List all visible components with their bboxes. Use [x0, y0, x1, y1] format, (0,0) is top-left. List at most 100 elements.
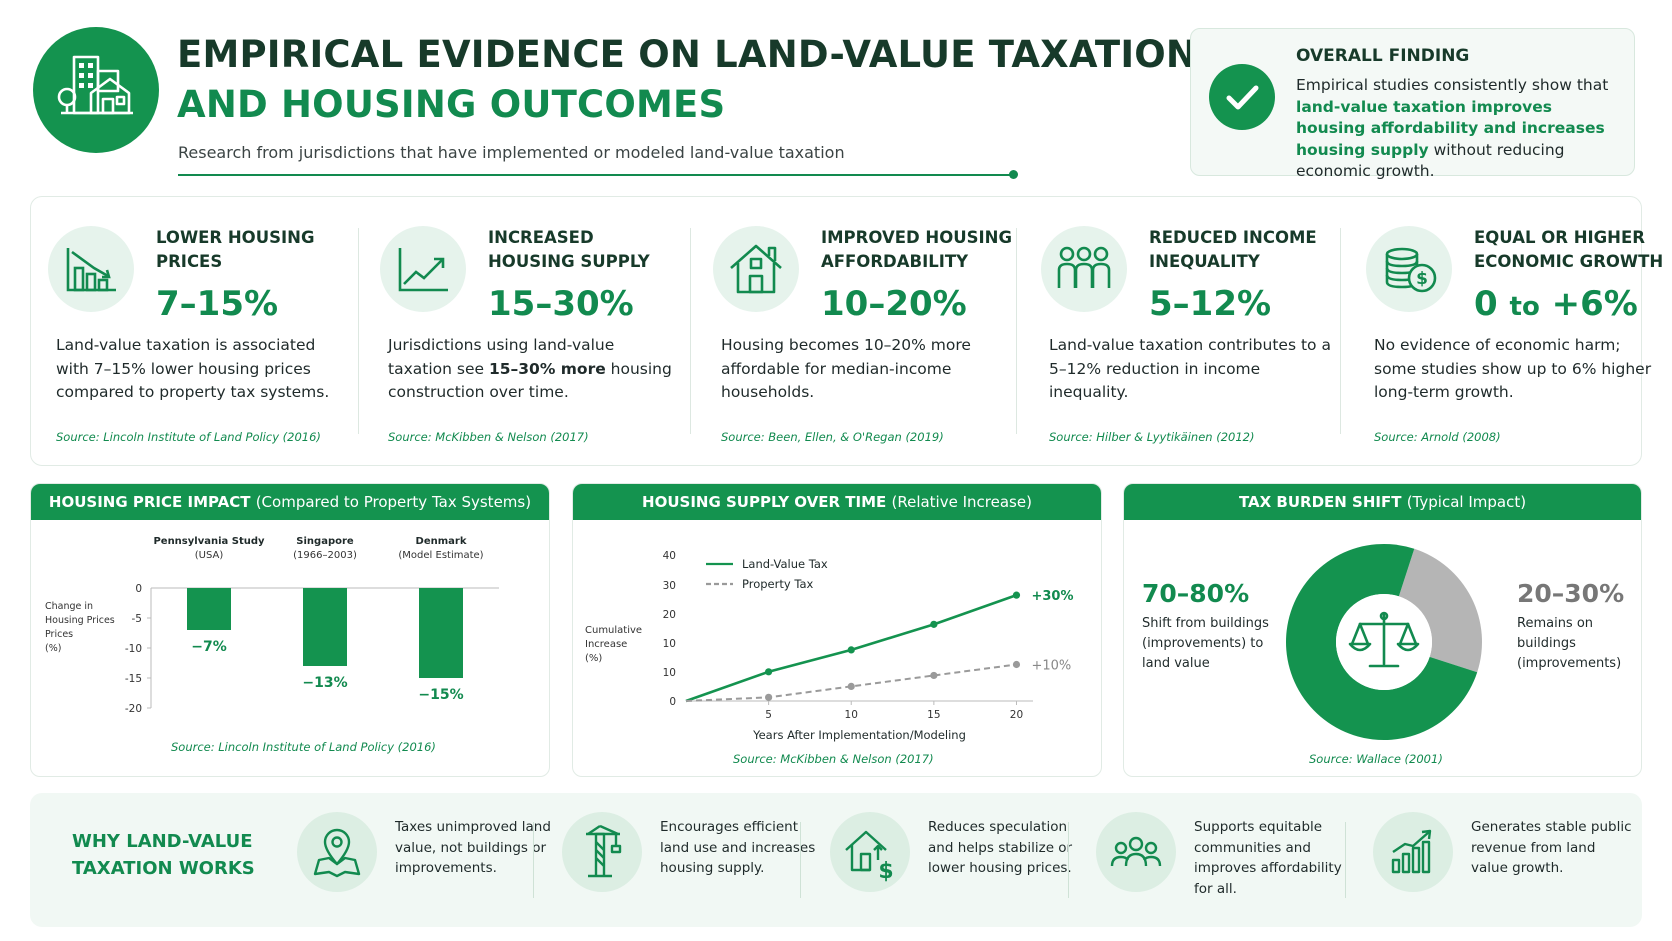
y-tick-label: -5: [132, 613, 142, 625]
stat-body-end: housing construction over time.: [388, 359, 672, 402]
series-end-label: +10%: [1031, 659, 1071, 674]
bar: [303, 588, 347, 666]
stat-divider: [1340, 228, 1341, 434]
category-sublabel: (Model Estimate): [398, 550, 483, 561]
panel-header: TAX BURDEN SHIFT (Typical Impact): [1124, 484, 1641, 520]
data-point: [1012, 591, 1021, 599]
house-dollar-icon: $: [830, 812, 910, 892]
panel-source: Source: McKibben & Nelson (2017): [733, 752, 934, 766]
stat-body-bold: 15–30% more: [488, 359, 606, 378]
why-item: Encourages efficient land use and increa…: [562, 805, 828, 915]
panel-title: TAX BURDEN SHIFT: [1238, 493, 1402, 511]
checkmark-icon: [1209, 64, 1275, 130]
x-tick-label: 20: [1010, 709, 1023, 721]
slice-value-buildings: 20–30%: [1517, 579, 1625, 608]
y-tick-label: 0: [669, 696, 676, 708]
house-icon: [713, 226, 799, 312]
category-label: Denmark: [416, 536, 467, 547]
price-down-chart-icon: [48, 226, 134, 312]
map-pin-icon: [297, 812, 377, 892]
y-tick-label: 30: [663, 580, 676, 592]
community-icon: [1096, 812, 1176, 892]
y-axis-label: Change in Housing Prices Prices (%): [45, 601, 115, 654]
legend-label: Property Tax: [742, 577, 813, 591]
svg-text:$: $: [1416, 269, 1428, 289]
why-divider: [1345, 822, 1346, 898]
price-impact-panel: HOUSING PRICE IMPACT (Compared to Proper…: [30, 483, 550, 777]
data-point: [930, 620, 938, 628]
page-subtitle: Research from jurisdictions that have im…: [178, 143, 845, 162]
stat-body: Housing becomes 10–20% more affordable f…: [721, 336, 971, 401]
slice-buildings: [1398, 548, 1482, 673]
category-label: Pennsylvania Study: [153, 536, 265, 547]
svg-text:$: $: [878, 859, 893, 884]
stat-value: 5–12%: [1149, 284, 1272, 324]
bar: [187, 588, 231, 630]
slice-land-value: [1286, 544, 1478, 740]
tax-burden-panel: TAX BURDEN SHIFT (Typical Impact) 70–80%…: [1123, 483, 1642, 777]
why-item: Supports equitable communities and impro…: [1096, 805, 1362, 915]
category-sublabel: (USA): [195, 550, 224, 561]
y-tick-label: 10: [663, 638, 676, 650]
panel-subtitle: (Relative Increase): [891, 493, 1032, 511]
y-tick-label: 0: [135, 583, 142, 595]
data-point: [930, 671, 938, 680]
legend-label: Land-Value Tax: [742, 557, 828, 571]
panel-title: HOUSING SUPPLY OVER TIME: [642, 493, 887, 511]
y-tick-label: 10: [663, 667, 676, 679]
stat-divider: [1016, 228, 1017, 434]
stat-value: 15–30%: [488, 284, 634, 324]
title-underline: [178, 174, 1014, 176]
y-tick-label: -10: [125, 643, 142, 655]
stat-improved-affordability: IMPROVED HOUSING AFFORDABILITY 10–20% Ho…: [697, 196, 1019, 466]
stat-title: REDUCED INCOME INEQUALITY: [1149, 228, 1317, 271]
city-house-icon: [57, 55, 133, 115]
stat-source: Source: Hilber & Lyytikäinen (2012): [1049, 430, 1255, 444]
stat-source: Source: Been, Ellen, & O'Regan (2019): [721, 430, 944, 444]
finding-text-start: Empirical studies consistently show that: [1296, 76, 1609, 94]
why-divider: [533, 822, 534, 898]
stat-body-start: Jurisdictions using land-value taxation …: [388, 336, 615, 378]
title-underline-dot: [1009, 170, 1018, 179]
why-text: Supports equitable communities and impro…: [1194, 819, 1342, 897]
why-item: Generates stable public revenue from lan…: [1373, 805, 1639, 915]
stat-divider: [358, 228, 359, 434]
people-group-icon: [1041, 226, 1127, 312]
y-tick-label: -20: [125, 703, 142, 715]
stat-value: 10–20%: [821, 284, 967, 324]
x-axis-label: Years After Implementation/Modeling: [752, 728, 966, 742]
why-divider: [1068, 822, 1069, 898]
panel-source: Source: Wallace (2001): [1309, 752, 1443, 766]
category-label: Singapore: [296, 536, 354, 547]
why-text: Encourages efficient land use and increa…: [660, 819, 816, 876]
slice-label-land: Shift from buildings (improvements) to l…: [1142, 616, 1269, 671]
category-sublabel: (1966–2003): [293, 550, 357, 561]
stat-title: LOWER HOUSING PRICES: [156, 228, 315, 271]
stat-title: INCREASED HOUSING SUPPLY: [488, 228, 650, 271]
x-tick-label: 15: [927, 709, 940, 721]
panel-header: HOUSING PRICE IMPACT (Compared to Proper…: [31, 484, 549, 520]
data-point: [765, 693, 773, 701]
finding-body: Empirical studies consistently show that…: [1296, 75, 1626, 183]
stat-increased-housing-supply: INCREASED HOUSING SUPPLY 15–30% Jurisdic…: [364, 196, 686, 466]
stat-title: IMPROVED HOUSING AFFORDABILITY: [821, 228, 1013, 271]
stat-title: EQUAL OR HIGHER ECONOMIC GROWTH: [1474, 228, 1664, 271]
data-point: [1012, 660, 1021, 669]
stat-reduced-inequality: REDUCED INCOME INEQUALITY 5–12% Land-val…: [1025, 196, 1347, 466]
trend-up-chart-icon: [380, 226, 466, 312]
bar-value-label: −13%: [302, 675, 347, 691]
panel-subtitle: (Typical Impact): [1406, 493, 1527, 511]
finding-highlight: land-value taxation improves housing aff…: [1296, 97, 1605, 159]
y-tick-label: 40: [663, 550, 676, 562]
stat-body: Land-value taxation contributes to a 5–1…: [1049, 336, 1331, 401]
panel-header: HOUSING SUPPLY OVER TIME (Relative Incre…: [573, 484, 1101, 520]
supply-line-chart: Cumulative Increase (%) 0 10 10 20 30 40 5 10 15 20…: [585, 550, 1073, 742]
why-item: $ Reduces speculation and helps stabiliz…: [830, 805, 1096, 915]
stat-source: Source: McKibben & Nelson (2017): [388, 430, 589, 444]
y-tick-label: 20: [663, 609, 676, 621]
tax-burden-donut-chart: [1286, 544, 1482, 740]
panel-source: Source: Lincoln Institute of Land Policy…: [171, 740, 436, 754]
stat-value-low: 0: [1474, 284, 1498, 324]
price-impact-bar-chart: Change in Housing Prices Prices (%) 0 -5 -10 -…: [45, 536, 499, 715]
stat-lower-housing-prices: LOWER HOUSING PRICES 7–15% Land-value ta…: [32, 196, 354, 466]
